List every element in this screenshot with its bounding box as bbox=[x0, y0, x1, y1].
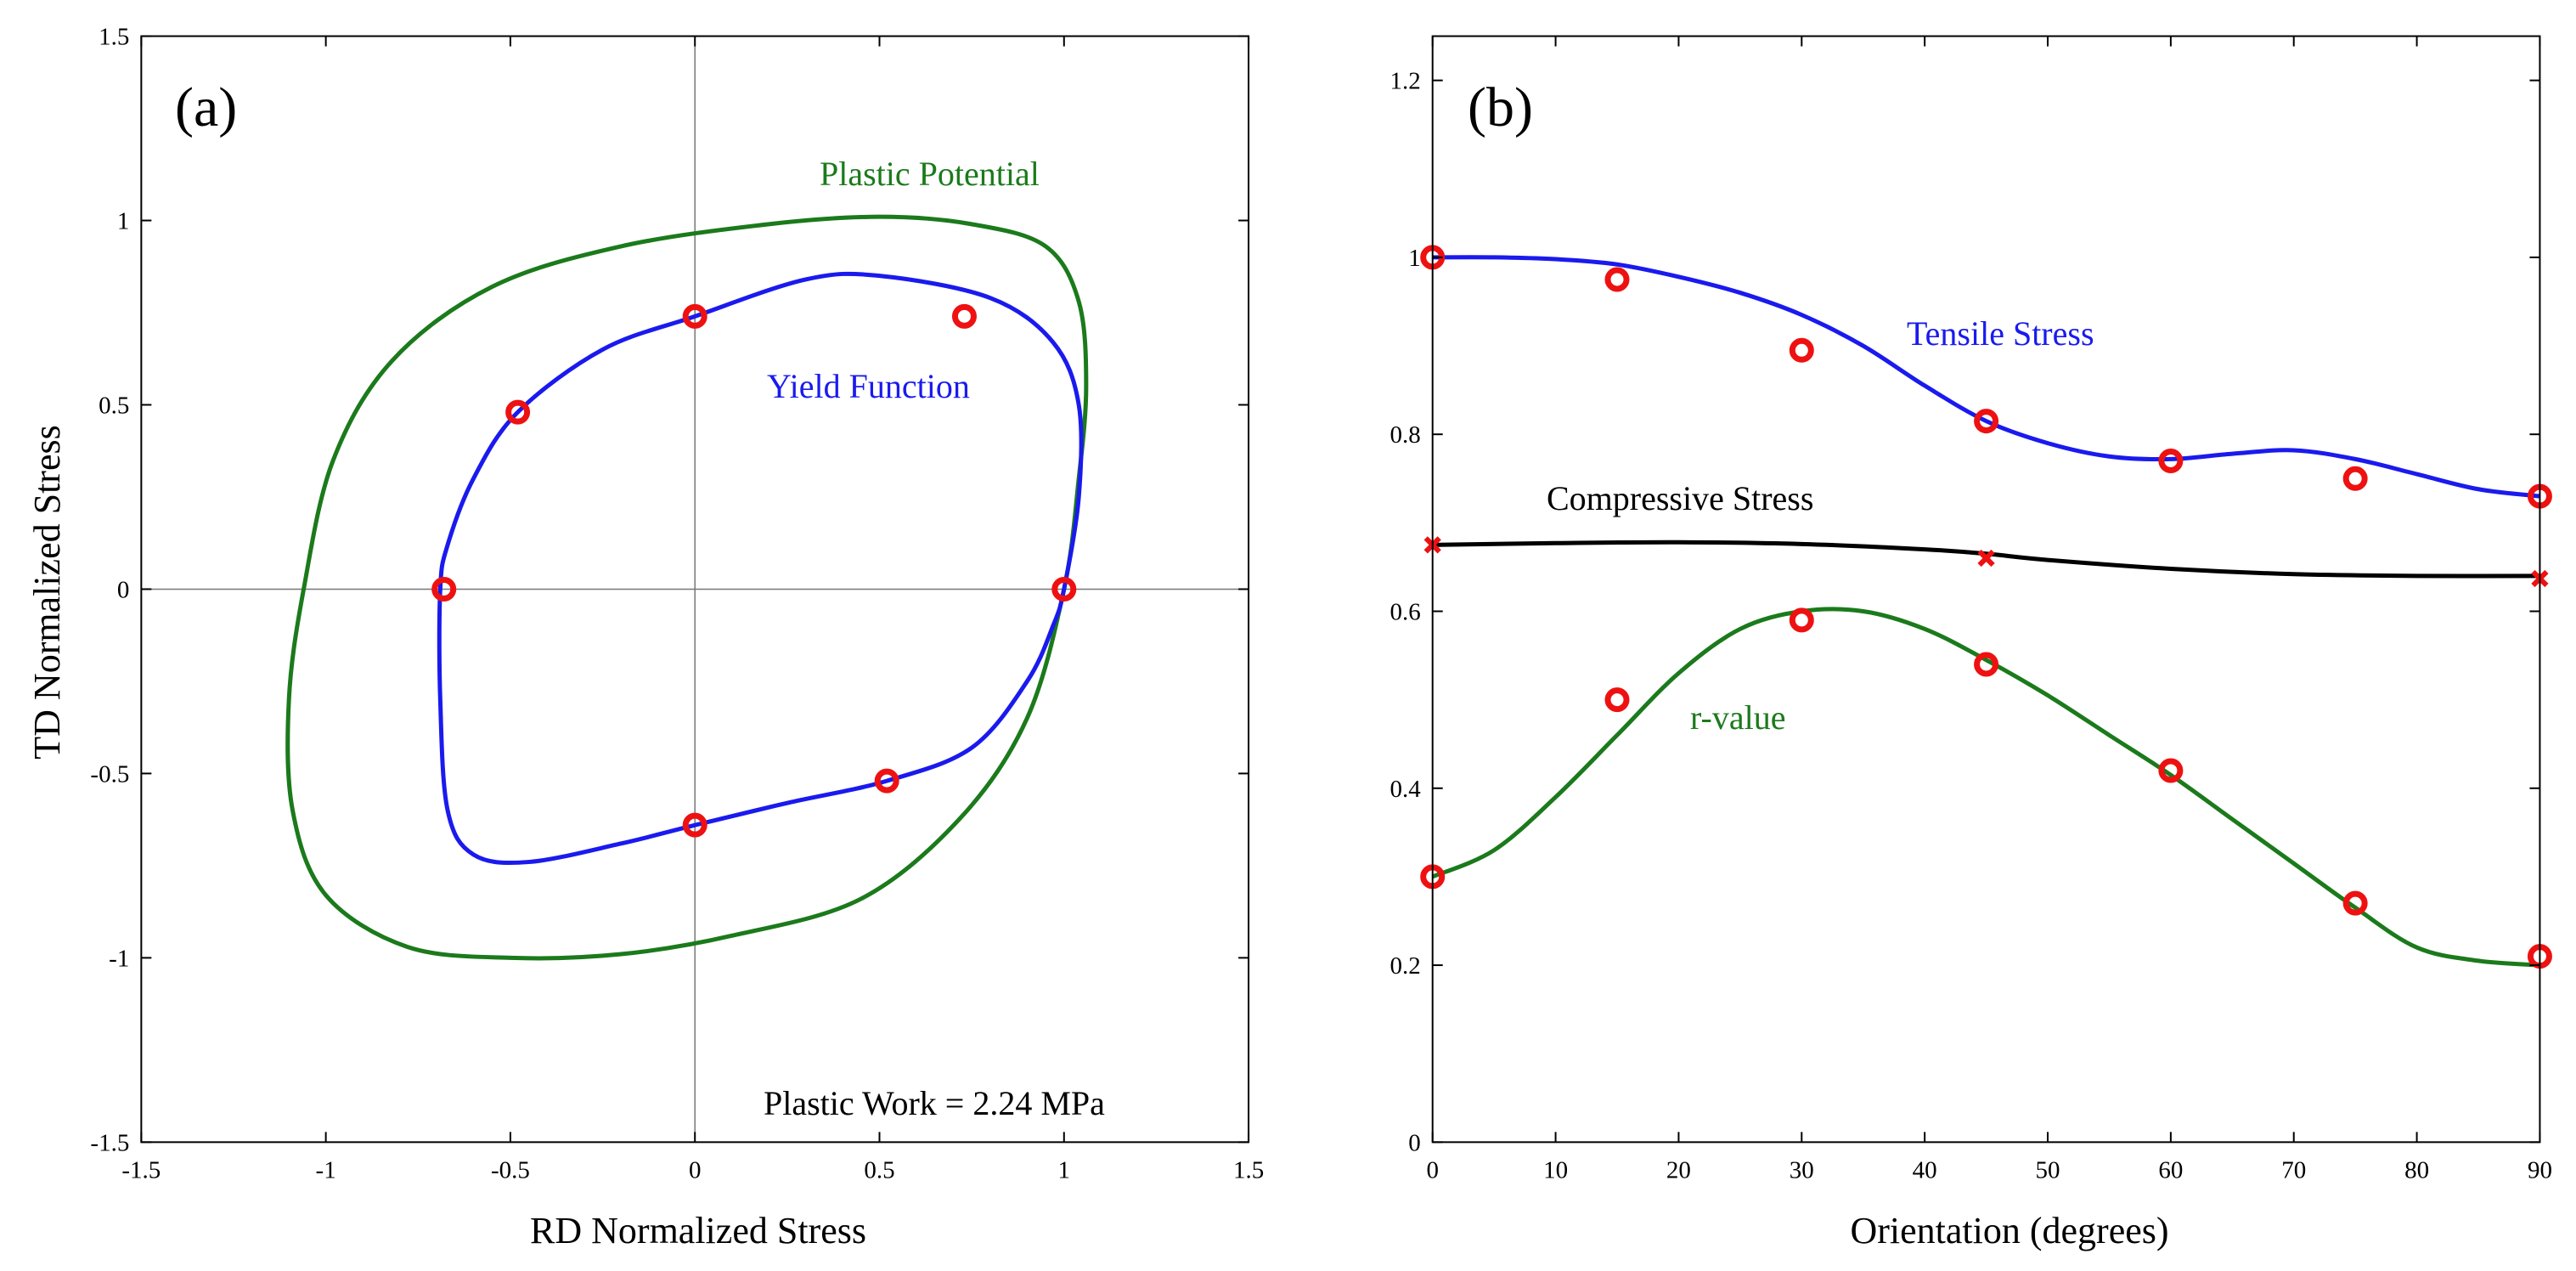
x-tick-label: 1.5 bbox=[1233, 1156, 1264, 1183]
x-tick-label: 90 bbox=[2528, 1156, 2552, 1183]
y-tick-label: 1 bbox=[117, 208, 130, 235]
plastic-potential-label: Plastic Potential bbox=[820, 155, 1040, 193]
panel-a-yield-locus-chart: -1.5 -1 -0.5 0 0.5 1 1.5 -1.5 -1 -0.5 0 0.5 1 1.5 (a)… bbox=[26, 24, 1264, 1251]
x-tick-label: -0.5 bbox=[491, 1156, 530, 1183]
panel-a-data-points bbox=[431, 303, 1077, 838]
compressive-stress-experimental-marker-stroke bbox=[1977, 549, 1995, 568]
plastic-potential-curve bbox=[285, 214, 1089, 961]
x-tick-label: 0.5 bbox=[864, 1156, 894, 1183]
data-point-marker bbox=[431, 576, 457, 602]
plastic-work-annotation: Plastic Work = 2.24 MPa bbox=[764, 1084, 1105, 1122]
tensile-stress-experimental-marker bbox=[1789, 337, 1814, 363]
panel-b-x-axis-label: Orientation (degrees) bbox=[1850, 1210, 2168, 1251]
data-point-marker bbox=[874, 768, 899, 794]
r-value-experimental-marker bbox=[2158, 758, 2184, 783]
data-point-marker bbox=[682, 812, 707, 838]
data-point-marker bbox=[505, 399, 531, 425]
panel-b-axes-box bbox=[1431, 35, 2541, 1144]
x-tick-label: 10 bbox=[1543, 1156, 1568, 1183]
tensile-stress-experimental-marker bbox=[2158, 448, 2184, 473]
x-tick-label: 70 bbox=[2281, 1156, 2306, 1183]
data-point-marker bbox=[951, 303, 977, 329]
y-tick-label: 0.8 bbox=[1389, 421, 1420, 449]
panel-b-label: (b) bbox=[1468, 76, 1533, 138]
data-point-marker bbox=[1051, 576, 1077, 602]
x-tick-label: 20 bbox=[1666, 1156, 1691, 1183]
r-value-curve bbox=[1431, 607, 2540, 968]
yield-function-curve bbox=[437, 271, 1084, 866]
panel-a-zero-lines bbox=[141, 36, 1249, 1143]
panel-b-series-lines bbox=[1431, 255, 2540, 968]
x-tick-label: 80 bbox=[2404, 1156, 2429, 1183]
data-point-marker bbox=[682, 303, 707, 329]
panel-b-data-points bbox=[1420, 245, 2552, 969]
y-tick-label: 1 bbox=[1408, 245, 1421, 272]
y-tick-label: 0.4 bbox=[1389, 776, 1421, 803]
y-tick-label: -1 bbox=[109, 945, 129, 972]
y-tick-label: 0.6 bbox=[1389, 598, 1420, 625]
panel-a-y-axis-label: TD Normalized Stress bbox=[26, 425, 68, 759]
panel-a-label: (a) bbox=[175, 76, 237, 138]
x-tick-label: 1 bbox=[1058, 1156, 1071, 1183]
panel-a-ticks: -1.5 -1 -0.5 0 0.5 1 1.5 -1.5 -1 -0.5 0 0.5 1 1.5 bbox=[90, 24, 1264, 1184]
r-value-experimental-marker bbox=[1974, 652, 1999, 677]
panel-b-ticks: 0 10 20 30 40 50 60 70 80 90 0 0.2 0.4 0.6 0.8 1 1.2 bbox=[1389, 36, 2552, 1183]
r-value-experimental-marker bbox=[2342, 890, 2368, 916]
x-tick-label: 0 bbox=[689, 1156, 702, 1183]
x-tick-label: 60 bbox=[2158, 1156, 2183, 1183]
compressive-stress-label: Compressive Stress bbox=[1547, 479, 1813, 517]
x-tick-label: 0 bbox=[1426, 1156, 1439, 1183]
tensile-stress-experimental-marker bbox=[1604, 267, 1630, 292]
y-tick-label: 1.2 bbox=[1389, 68, 1420, 95]
panel-b-orientation-chart: 0 10 20 30 40 50 60 70 80 90 0 0.2 0.4 0.6 0.8 1 1.2 (b)… bbox=[1389, 35, 2552, 1251]
tensile-stress-curve bbox=[1432, 255, 2540, 499]
y-tick-label: 0 bbox=[117, 576, 130, 603]
r-value-experimental-marker bbox=[1604, 687, 1630, 713]
x-tick-label: 50 bbox=[2036, 1156, 2060, 1183]
yield-function-label: Yield Function bbox=[767, 367, 970, 405]
r-value-label: r-value bbox=[1690, 698, 1785, 737]
y-tick-label: -1.5 bbox=[90, 1129, 129, 1156]
x-tick-label: 40 bbox=[1913, 1156, 1937, 1183]
compressive-stress-curve bbox=[1432, 539, 2540, 579]
x-tick-label: -1 bbox=[316, 1156, 336, 1183]
y-tick-label: -0.5 bbox=[90, 760, 129, 788]
r-value-experimental-marker bbox=[1789, 607, 1814, 633]
x-tick-label: 30 bbox=[1790, 1156, 1814, 1183]
tensile-stress-experimental-marker bbox=[2342, 466, 2368, 491]
tensile-stress-experimental-marker bbox=[1974, 409, 1999, 434]
y-tick-label: 0.5 bbox=[99, 392, 129, 419]
compressive-stress-experimental-marker bbox=[1977, 549, 1995, 568]
y-tick-label: 0 bbox=[1408, 1129, 1421, 1156]
y-tick-label: 0.2 bbox=[1389, 952, 1420, 980]
tensile-stress-label: Tensile Stress bbox=[1907, 314, 2094, 353]
y-tick-label: 1.5 bbox=[99, 24, 129, 51]
x-tick-label: -1.5 bbox=[121, 1156, 161, 1183]
panel-a-x-axis-label: RD Normalized Stress bbox=[530, 1210, 866, 1251]
